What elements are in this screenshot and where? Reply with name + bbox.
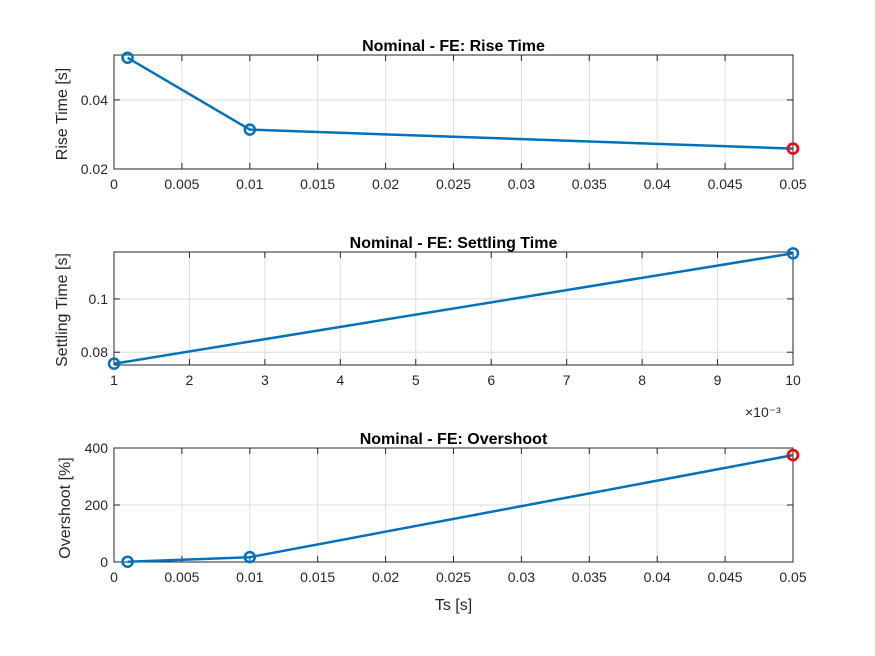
data-point-marker [243, 550, 257, 564]
x-tick-label: 7 [563, 372, 571, 388]
x-tick-label: 0.01 [236, 569, 263, 585]
x-tick-label: 8 [638, 372, 646, 388]
x-tick-label: 0.015 [300, 569, 335, 585]
data-point-marker [243, 123, 257, 136]
x-tick-label: 0.025 [436, 176, 471, 192]
series-line [126, 56, 794, 150]
x-tick-label: 0.05 [779, 569, 806, 585]
x-tick-label: 0.02 [372, 569, 399, 585]
data-point-marker [121, 555, 134, 568]
axes-box [113, 251, 794, 366]
series-line [127, 453, 794, 563]
subplot-settling-time: Nominal - FE: Settling Time Settling Tim… [54, 235, 801, 420]
x-tick-label: 0.015 [300, 176, 335, 192]
y-tick-label: 0.1 [89, 291, 109, 307]
x-tick-label: 0.05 [779, 176, 806, 192]
x-tick-label: 0.02 [372, 176, 399, 192]
x-tick-label: 0.03 [508, 569, 535, 585]
x-tick-label: 2 [186, 372, 194, 388]
x-tick-label: 0.045 [708, 176, 743, 192]
x-tick-label: 0.045 [708, 569, 743, 585]
title-settling-time: Nominal - FE: Settling Time [350, 235, 558, 252]
ylabel-overshoot: Overshoot [%] [57, 457, 74, 558]
x-tick-label: 0.005 [164, 176, 199, 192]
highlight-point-marker [786, 142, 800, 155]
data-point-marker [107, 357, 121, 370]
x-tick-label: 0.04 [644, 569, 671, 585]
highlight-point-marker [786, 448, 800, 462]
x-tick-label: 0.03 [508, 176, 535, 192]
subplot-overshoot: Nominal - FE: Overshoot Overshoot [%] Ts… [57, 431, 807, 614]
x-tick-label: 9 [714, 372, 722, 388]
x-tick-label: 4 [336, 372, 344, 388]
ylabel-settling-time: Settling Time [s] [54, 253, 71, 367]
x-tick-label: 0.025 [436, 569, 471, 585]
x-exponent-settling-time: ×10⁻³ [745, 404, 781, 420]
x-tick-label: 10 [785, 372, 801, 388]
x-tick-label: 0.01 [236, 176, 263, 192]
y-tick-label: 0.08 [81, 344, 108, 360]
y-tick-label: 400 [85, 440, 109, 456]
data-point-marker [121, 51, 134, 65]
title-rise-time: Nominal - FE: Rise Time [362, 38, 545, 55]
y-tick-label: 0.04 [81, 92, 108, 108]
data-point-marker [786, 247, 800, 260]
x-tick-label: 0.035 [572, 569, 607, 585]
series-line [113, 252, 794, 365]
title-overshoot: Nominal - FE: Overshoot [360, 431, 548, 448]
y-tick-label: 0.02 [81, 161, 108, 177]
x-tick-label: 0 [110, 176, 118, 192]
y-tick-label: 0 [100, 554, 108, 570]
y-tick-label: 200 [85, 497, 109, 513]
x-tick-label: 6 [487, 372, 495, 388]
xlabel-overshoot: Ts [s] [435, 597, 472, 614]
x-tick-label: 5 [412, 372, 420, 388]
x-tick-label: 1 [110, 372, 118, 388]
x-tick-label: 0.04 [644, 176, 671, 192]
x-tick-label: 0.035 [572, 176, 607, 192]
ylabel-rise-time: Rise Time [s] [54, 68, 71, 160]
x-tick-label: 3 [261, 372, 269, 388]
x-tick-label: 0.005 [164, 569, 199, 585]
x-tick-label: 0 [110, 569, 118, 585]
